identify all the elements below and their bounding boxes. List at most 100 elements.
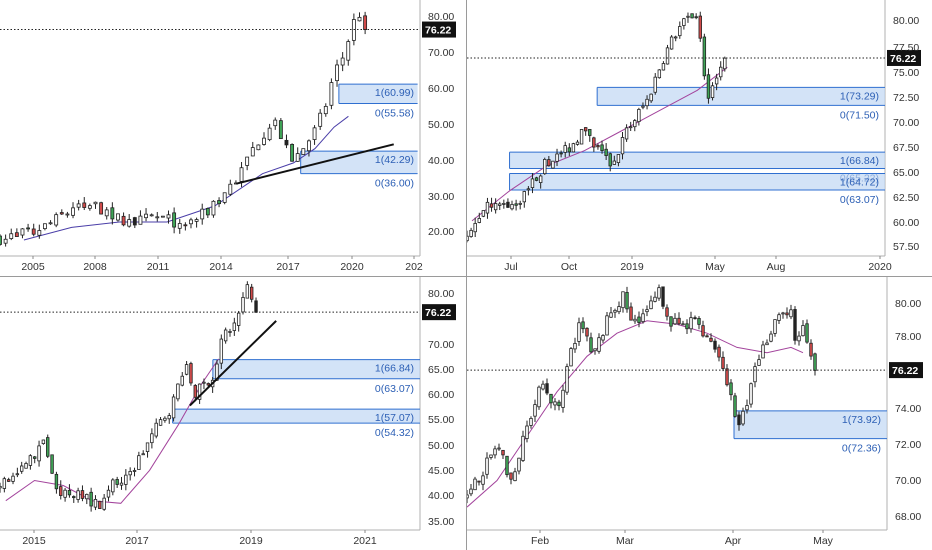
x-tick-label: 2021 [353,535,377,547]
candle [110,207,115,220]
candle [6,479,11,482]
candle [579,129,584,145]
y-tick-label: 70.00 [895,475,921,487]
candle [163,417,167,421]
price-tag-label: 76.22 [892,365,918,377]
candle [50,454,54,474]
candle [526,188,531,191]
candle [357,16,362,22]
y-tick-label: 80.00 [895,298,921,310]
fib-zone-0 [734,410,887,439]
fib-label-bottom: 0(55.58) [375,108,414,120]
candle [89,491,93,507]
candle [682,18,686,26]
candles [467,284,817,504]
candle [513,471,517,482]
x-tick-label: 2019 [620,261,644,273]
candle [193,385,197,398]
candle [85,493,89,500]
price-tag-bg [422,21,456,38]
trendline [189,320,277,407]
fib-label-top: 1(60.99) [375,87,414,99]
candle [295,153,300,162]
candle [469,229,473,237]
candle [777,314,781,321]
candle [571,143,576,153]
candle [485,457,489,475]
candle [467,235,469,242]
candle [597,337,601,352]
price-tag-label: 76.22 [425,25,451,37]
candle [765,342,769,346]
x-tick-label: Feb [531,535,549,547]
candle [63,489,67,498]
candle [502,203,506,205]
candle [149,214,154,217]
candle [797,335,801,342]
candle [236,312,241,326]
candle [217,200,221,205]
candle [592,137,596,148]
candle [693,317,697,320]
candle [167,415,171,420]
candle [477,480,481,483]
x-tick-label: 2005 [21,261,45,273]
candle [87,205,92,209]
candle [745,405,749,411]
candle [176,383,180,400]
candle [737,414,741,426]
candle [729,382,733,396]
candle [561,389,565,408]
candle [551,160,555,169]
y-tick-label: 78.00 [895,331,921,343]
candle [254,300,258,313]
candle [555,153,559,162]
candle [604,148,608,156]
candle [262,137,266,145]
y-tick-label: 20.00 [428,226,454,238]
candle [290,144,295,162]
candle [477,218,481,223]
candles [0,11,368,247]
candle [789,309,793,318]
candle [54,214,59,226]
candle [20,228,25,236]
x-tick-label: 2017 [276,261,300,273]
candle [641,313,645,323]
candle [82,202,87,208]
candle [273,119,278,127]
candle [180,375,184,386]
y-tick-label: 57.50 [893,241,919,253]
x-tick-label: 2017 [125,535,149,547]
candle [48,222,53,225]
fib-label-top: 1(57.07) [375,412,414,424]
candle [67,489,72,496]
candle [567,147,572,153]
candle [481,475,485,485]
x-tick-label: 202 [405,261,423,273]
candle [76,490,80,500]
fib-label-top: 1(73.92) [842,414,881,426]
candle [517,457,521,472]
candle [189,363,193,384]
fib-label-top: 1(64.72) [840,176,879,188]
price-tag-bg [889,362,923,379]
candle [559,152,563,155]
price-tag-bg [422,304,456,321]
fib-zone-2 [509,173,885,191]
candle [616,154,621,164]
candle [223,329,228,342]
candle [498,203,502,206]
candle [172,212,177,228]
candle [31,228,36,235]
candle [469,488,473,495]
candle [514,203,518,206]
price-tag-bg [887,49,921,66]
candle [723,57,727,70]
candle [71,207,75,216]
fib-zone-0 [212,359,420,379]
price-tag-label: 76.22 [890,53,916,65]
candle [719,66,723,78]
candle [522,191,526,203]
candle [323,105,328,115]
